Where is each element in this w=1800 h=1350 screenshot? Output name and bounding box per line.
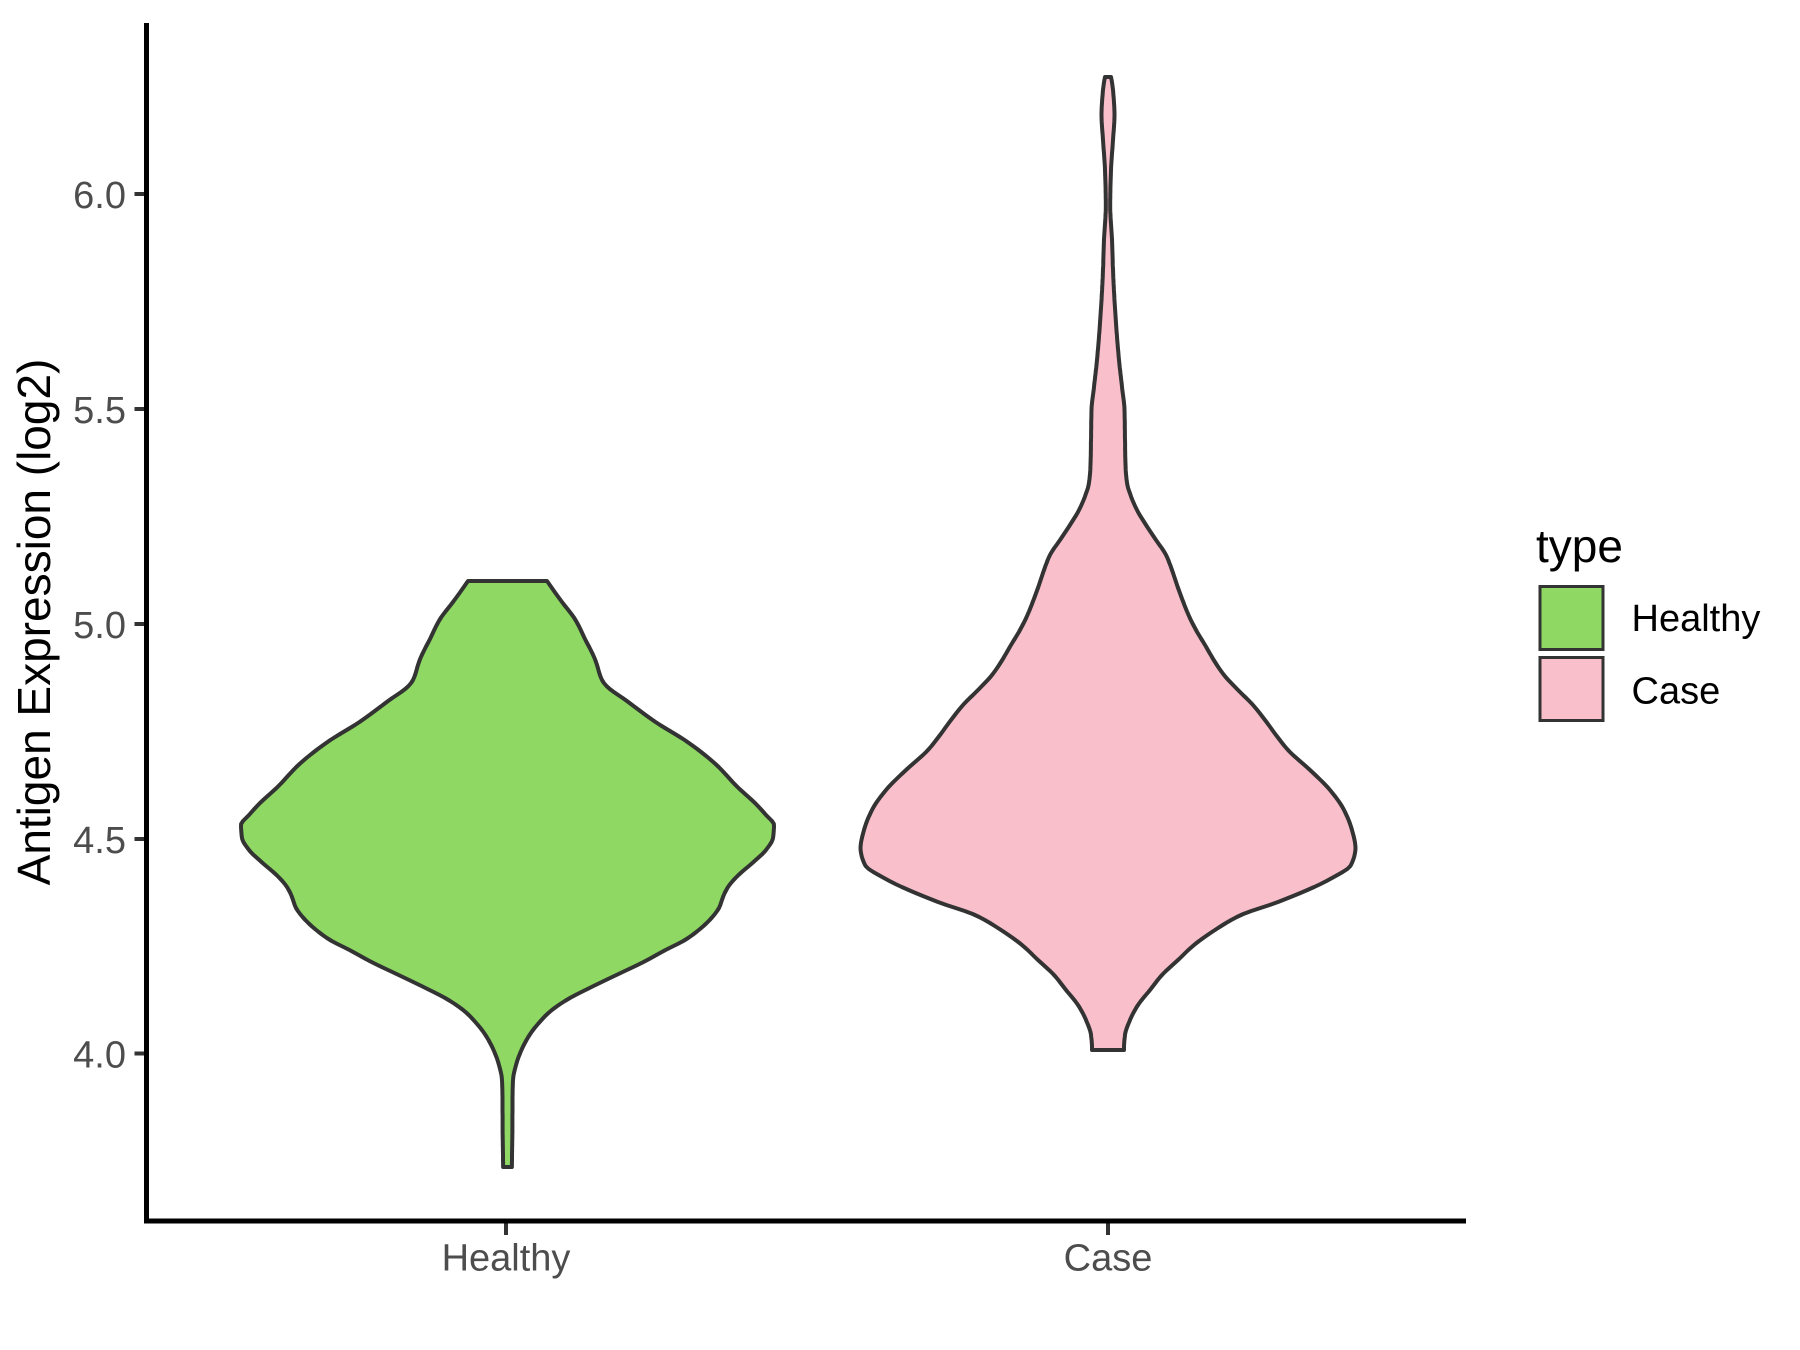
svg-text:Case: Case bbox=[1064, 1238, 1153, 1280]
svg-text:type: type bbox=[1536, 520, 1623, 572]
svg-text:4.5: 4.5 bbox=[73, 820, 126, 862]
svg-text:5.5: 5.5 bbox=[73, 390, 126, 432]
svg-text:4.0: 4.0 bbox=[73, 1035, 126, 1077]
svg-text:Case: Case bbox=[1632, 671, 1721, 713]
svg-text:Antigen Expression (log2): Antigen Expression (log2) bbox=[8, 359, 60, 886]
svg-text:Healthy: Healthy bbox=[442, 1238, 571, 1280]
svg-text:Healthy: Healthy bbox=[1632, 598, 1761, 640]
svg-text:5.0: 5.0 bbox=[73, 605, 126, 647]
svg-text:6.0: 6.0 bbox=[73, 175, 126, 217]
